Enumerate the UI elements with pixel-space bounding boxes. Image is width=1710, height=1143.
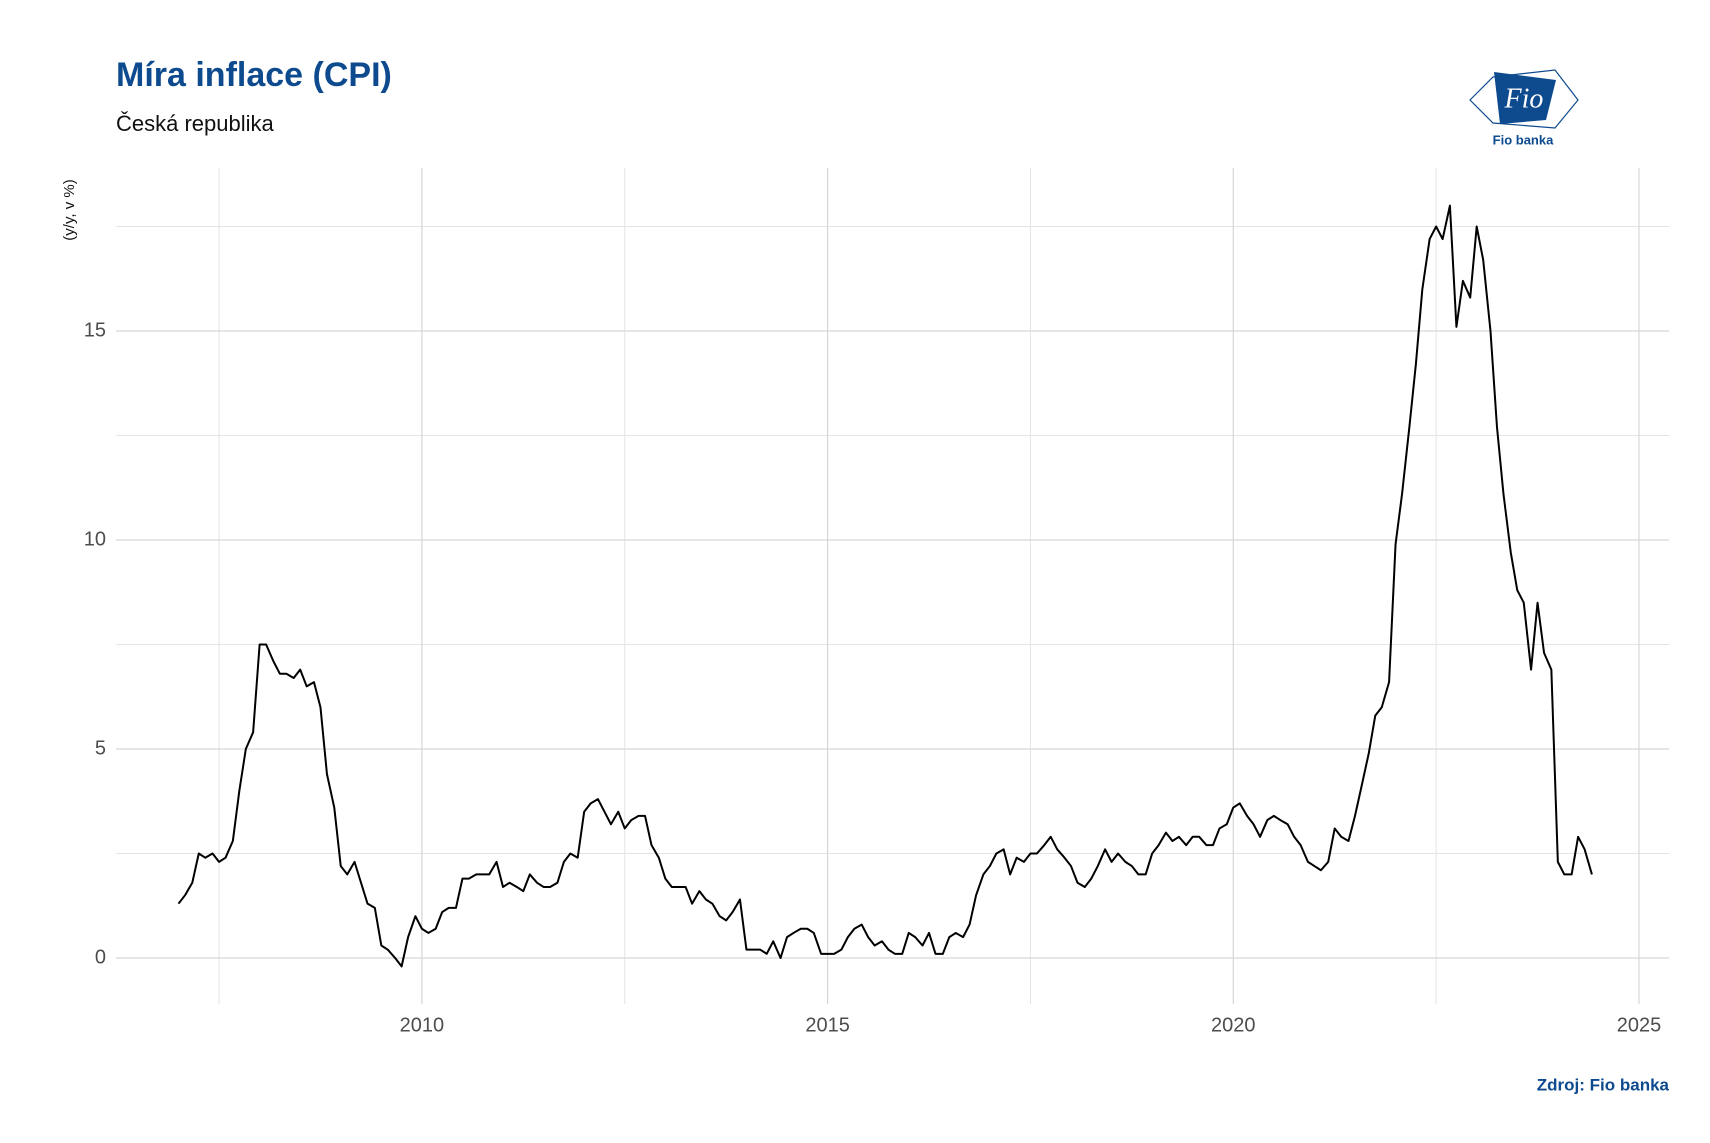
y-axis-label: (y/y, v %) [61,179,78,240]
y-tick-label: 15 [84,319,106,341]
x-tick-label: 2020 [1211,1014,1256,1036]
logo-frame [1469,69,1579,129]
x-tick-label: 2025 [1617,1014,1662,1036]
line [177,204,1593,968]
logo: Fio Fio banka [1469,69,1579,147]
chart-subtitle: Česká republika [116,111,275,136]
logo-name: Fio banka [1493,132,1554,147]
chart-title: Míra inflace (CPI) [116,56,392,94]
x-tick-label: 2010 [400,1014,445,1036]
grid [116,168,1669,1004]
source: Zdroj: Fio banka [1537,1075,1670,1094]
x-tick-label: 2015 [805,1014,850,1036]
logo-flag [1494,72,1556,124]
y-tick-label: 0 [95,946,106,968]
y-tick-label: 10 [84,528,106,550]
logo-mark: Fio [1504,83,1544,114]
y-tick-label: 5 [95,737,106,759]
